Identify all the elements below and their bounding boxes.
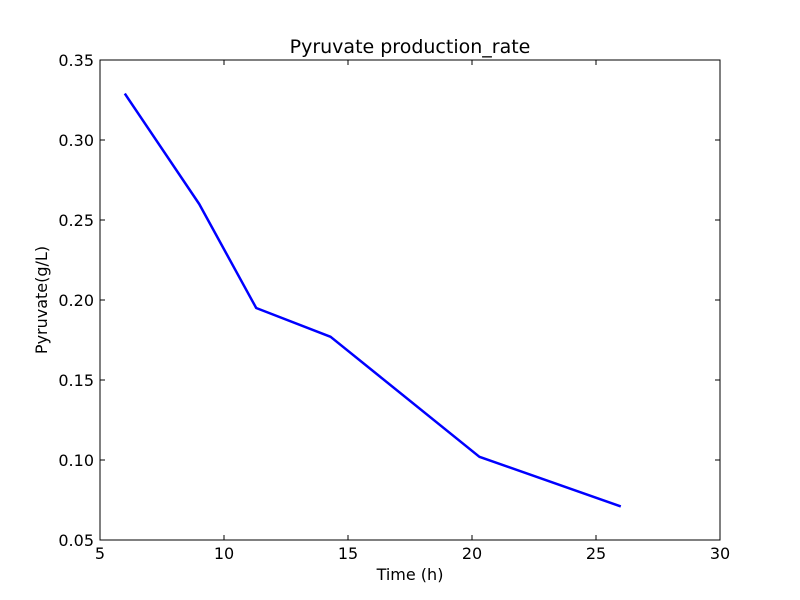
x-tick-label: 20 — [462, 544, 482, 563]
y-tick-label: 0.20 — [58, 291, 94, 310]
plot-frame — [99, 59, 721, 541]
y-axis-ticks: 0.05 0.10 0.15 0.20 0.25 0.30 0.35 — [58, 51, 720, 550]
y-tick-label: 0.25 — [58, 211, 94, 230]
plot-area — [100, 60, 720, 540]
x-axis-ticks: 5 10 15 20 25 30 — [95, 60, 730, 563]
x-tick-label: 5 — [95, 544, 105, 563]
x-tick-label: 30 — [710, 544, 730, 563]
x-tick-label: 10 — [214, 544, 234, 563]
chart-title: Pyruvate production_rate — [290, 36, 531, 58]
y-tick-label: 0.35 — [58, 51, 94, 70]
x-tick-label: 25 — [586, 544, 606, 563]
y-tick-label: 0.05 — [58, 531, 94, 550]
x-tick-label: 15 — [338, 544, 358, 563]
series-line — [123, 92, 622, 508]
x-axis-label: Time (h) — [376, 565, 444, 584]
y-tick-label: 0.30 — [58, 131, 94, 150]
series-layer — [123, 92, 622, 508]
y-axis-label: Pyruvate(g/L) — [32, 246, 51, 354]
y-tick-label: 0.15 — [58, 371, 94, 390]
y-tick-label: 0.10 — [58, 451, 94, 470]
